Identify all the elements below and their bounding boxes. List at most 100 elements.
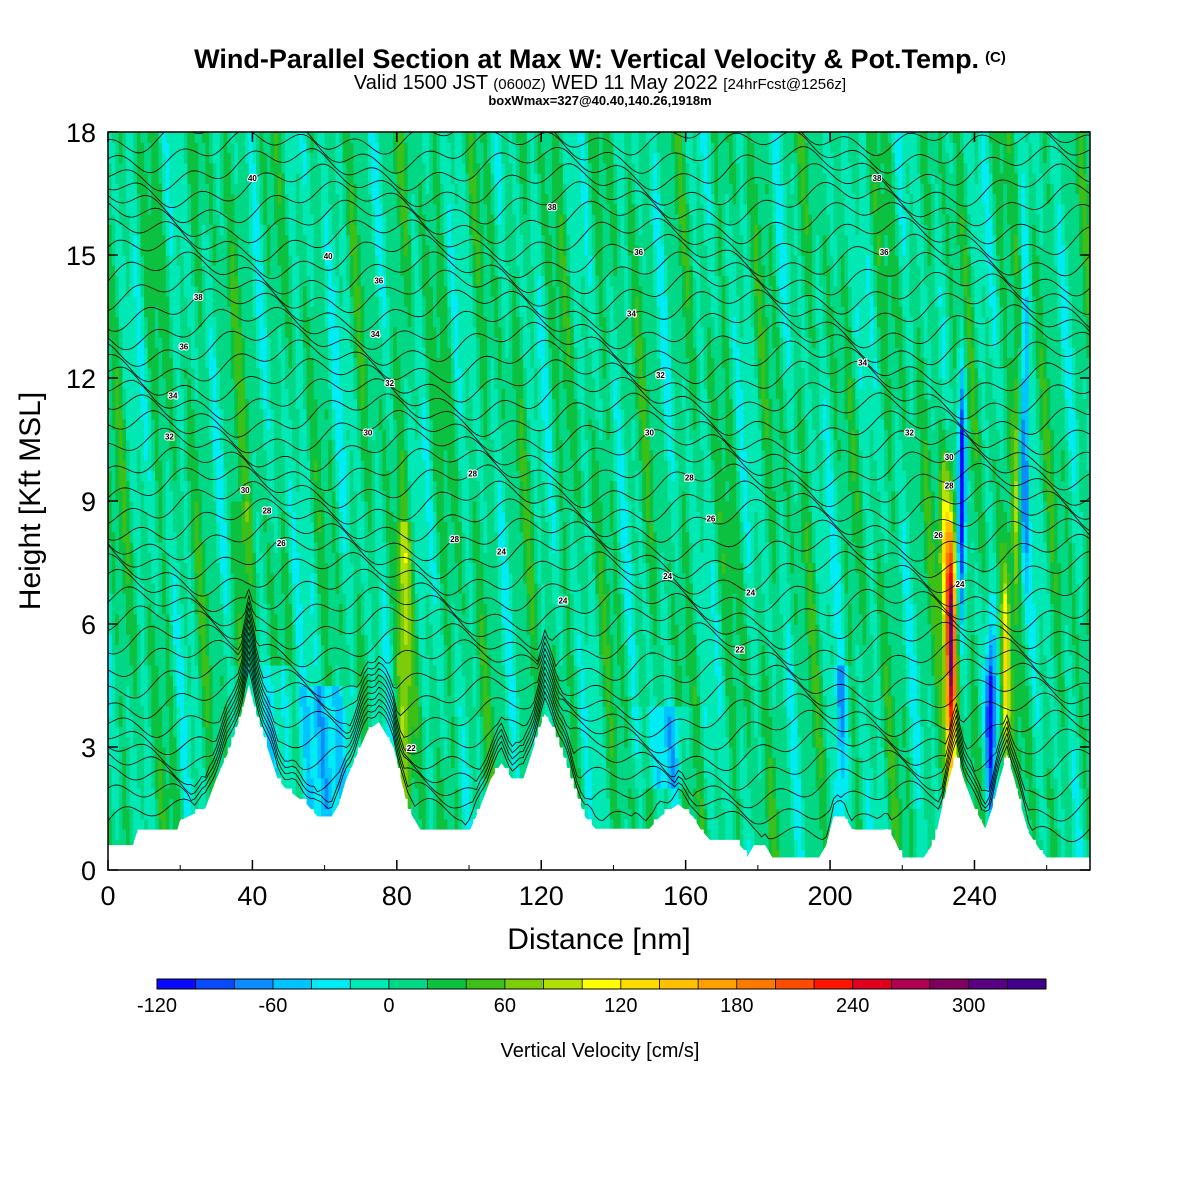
x-axis-label: Distance [nm] (507, 923, 690, 956)
contour-label: 24 (663, 572, 672, 581)
contour-label: 38 (194, 293, 203, 302)
contour-label: 32 (165, 433, 174, 442)
pot-temp-contour (108, 480, 1090, 525)
contour-label: 24 (497, 547, 506, 556)
pot-temp-contour (108, 663, 1090, 825)
x-tick-label: 160 (663, 881, 708, 911)
colorbar-bin (775, 979, 815, 989)
contour-label: 34 (858, 359, 867, 368)
pot-temp-contour (108, 358, 1090, 404)
contour-label: 30 (363, 428, 372, 437)
y-tick-label: 18 (66, 118, 96, 148)
pot-temp-contour (108, 626, 1090, 721)
contour-label: 28 (262, 506, 271, 515)
contour-label: 24 (956, 580, 965, 589)
pot-temp-contour (108, 269, 1090, 315)
colorbar-bin (814, 979, 853, 989)
contour-label: 24 (558, 597, 567, 606)
pot-temp-contour (108, 321, 1090, 367)
pot-temp-contour (108, 568, 1090, 614)
contour-label: 28 (945, 482, 954, 491)
contour-label: 38 (548, 203, 557, 212)
chart-title-tag: (C) (985, 49, 1006, 66)
vertical-velocity-field (108, 132, 1090, 861)
boxwmax-line: boxWmax=327@40.40,140.26,1918m (488, 93, 712, 108)
contour-label: 28 (468, 469, 477, 478)
colorbar-tick-label: 180 (720, 995, 753, 1017)
contour-label: 38 (873, 174, 882, 183)
pot-temp-contour (108, 217, 1090, 262)
pot-temp-contour (108, 375, 1090, 421)
pot-temp-contour (108, 650, 1090, 793)
pot-temp-contour (108, 199, 1090, 245)
pot-temp-contour (108, 607, 1090, 668)
colorbar-bin (427, 979, 467, 989)
pot-temp-contour (108, 339, 1090, 385)
colorbar-bin (543, 979, 583, 989)
x-tick-label: 40 (237, 881, 267, 911)
x-tick-label: 200 (808, 881, 853, 911)
pot-temp-contour (108, 638, 1090, 755)
colorbar-tick-label: 120 (604, 995, 637, 1017)
contour-label: 22 (407, 744, 416, 753)
valid-prefix: Valid 1500 JST (353, 72, 488, 94)
x-tick-label: 120 (519, 881, 564, 911)
contour-label: 22 (735, 646, 744, 655)
y-tick-label: 0 (81, 856, 96, 886)
contour-label: 36 (374, 277, 383, 286)
pot-temp-contour (108, 601, 1090, 650)
x-tick-label: 240 (952, 881, 997, 911)
pot-temp-contour (108, 181, 1090, 227)
chart-subtitle: Valid 1500 JST (0600Z) WED 11 May 2022 [… (0, 72, 1200, 95)
colorbar-bin (736, 979, 776, 989)
contour-label: 32 (385, 379, 394, 388)
contour-label: 34 (371, 330, 380, 339)
pot-temp-contour (108, 533, 1090, 580)
y-tick-label: 3 (81, 733, 96, 763)
pot-temp-contour (108, 516, 1090, 562)
y-tick-label: 12 (66, 364, 96, 394)
colorbar-tick-label: -60 (259, 995, 288, 1017)
y-tick-label: 9 (81, 487, 96, 517)
colorbar-tick-label: -120 (137, 995, 177, 1017)
colorbar-bin (466, 979, 505, 989)
pot-temp-contour (108, 410, 1090, 455)
colorbar-bin (659, 979, 699, 989)
colorbar-bin (350, 979, 389, 989)
colorbar-bin (582, 979, 621, 989)
pot-temp-contours (108, 132, 1090, 843)
contour-label: 26 (277, 539, 286, 548)
contour-label: 36 (179, 342, 188, 351)
colorbar-bin (234, 979, 273, 989)
valid-utc: (0600Z) (493, 76, 546, 93)
colorbar-bin (388, 979, 428, 989)
pot-temp-contour (108, 304, 1090, 351)
contour-label: 40 (248, 174, 257, 183)
pot-temp-contour (108, 613, 1090, 684)
pot-temp-contour (108, 656, 1090, 809)
pot-temp-contour (108, 392, 1090, 438)
colorbar-bin (852, 979, 892, 989)
contour-label: 26 (706, 515, 715, 524)
contour-label: 36 (880, 248, 889, 257)
valid-date: WED 11 May 2022 (551, 72, 718, 94)
terrain (108, 685, 1090, 870)
pot-temp-contour (108, 586, 1090, 633)
pot-temp-contour (108, 251, 1090, 297)
colorbar-bin (1007, 979, 1046, 989)
colorbar-tick-label: 0 (383, 995, 394, 1017)
contour-label: 28 (450, 535, 459, 544)
y-axis-label: Height [Kft MSL] (14, 392, 47, 610)
contour-label: 30 (241, 486, 250, 495)
contour-label: 28 (685, 474, 694, 483)
colorbar-label: Vertical Velocity [cm/s] (501, 1040, 700, 1062)
contour-label: 40 (324, 252, 333, 261)
pot-temp-contour (108, 288, 1090, 333)
x-tick-label: 0 (100, 881, 115, 911)
chart-title-text: Wind-Parallel Section at Max W: Vertical… (194, 44, 980, 74)
contour-label: 26 (934, 531, 943, 540)
contour-label: 32 (656, 371, 665, 380)
contour-label: 30 (645, 428, 654, 437)
contour-label: 34 (627, 310, 636, 319)
